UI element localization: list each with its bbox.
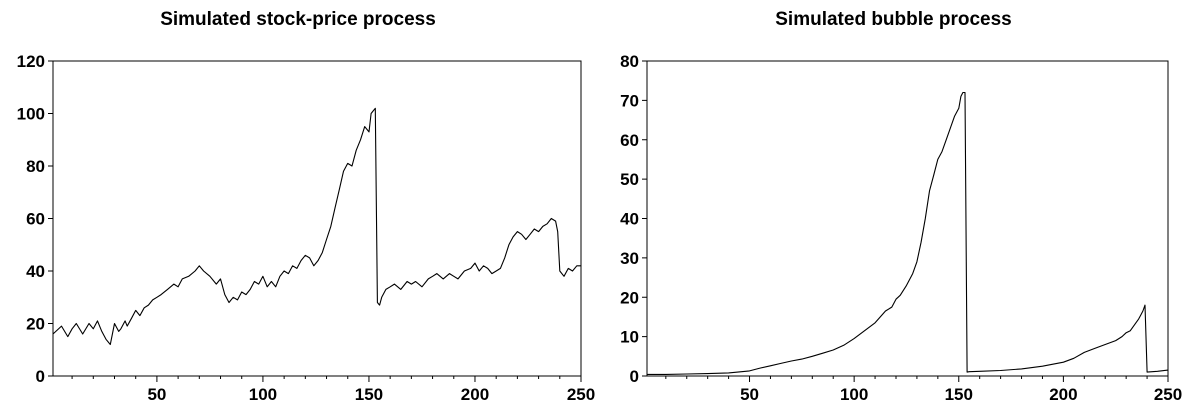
plot-frame [52,60,582,377]
x-tick-label: 100 [840,385,868,404]
series-line [52,107,581,346]
x-tick-label: 250 [1154,385,1182,404]
y-tick-label: 20 [620,288,639,307]
y-tick-label: 60 [620,131,639,150]
y-tick-label: 30 [620,249,639,268]
y-tick-label: 40 [26,262,45,281]
y-tick-label: 80 [26,157,45,176]
y-tick-label: 60 [26,210,45,229]
x-tick-label: 150 [945,385,973,404]
x-tick-label: 250 [567,385,595,404]
y-tick-label: 0 [36,367,45,386]
x-tick-label: 200 [461,385,489,404]
y-tick-label: 50 [620,170,639,189]
bubble-chart: 0 10 20 30 40 50 60 70 80 50 100 150 200 250 [620,52,1182,404]
chart-title: Simulated bubble process [775,9,1012,30]
y-tick-label: 70 [620,91,639,110]
y-tick-label: 80 [620,52,639,71]
y-tick-label: 20 [26,315,45,334]
series-line [647,91,1169,375]
stock-price-chart: 0 20 40 60 80 100 120 50 100 150 200 250 [17,52,596,404]
stock-price-chart-panel: Simulated stock-price process 0 20 40 60 80 1… [17,9,596,404]
y-tick-label: 40 [620,210,639,229]
plot-frame [646,60,1169,377]
x-tick-label: 150 [355,385,383,404]
x-tick-label: 200 [1049,385,1077,404]
x-tick-label: 50 [147,385,166,404]
x-tick-label: 100 [249,385,277,404]
chart-title: Simulated stock-price process [160,9,436,30]
x-tick-label: 50 [740,385,759,404]
y-tick-label: 100 [17,105,45,124]
y-tick-label: 0 [630,367,639,386]
y-tick-label: 10 [620,328,639,347]
y-tick-label: 120 [17,52,45,71]
bubble-chart-panel: Simulated bubble process 0 10 20 30 40 50 60 70… [596,0,1191,410]
